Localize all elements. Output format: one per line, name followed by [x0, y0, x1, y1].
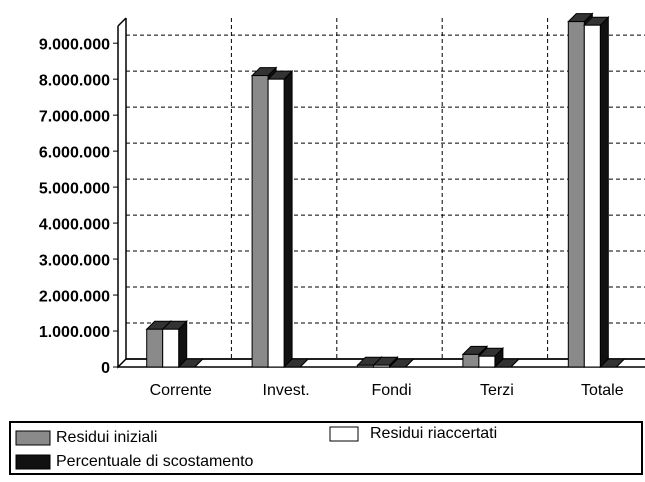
x-tick-label: Corrente	[150, 382, 212, 399]
y-tick-label: 6.000.000	[39, 144, 110, 161]
bar	[282, 358, 310, 368]
bar	[388, 358, 415, 368]
bar-face	[162, 328, 180, 368]
legend-swatch	[15, 454, 51, 470]
x-tick-label: Fondi	[371, 382, 411, 399]
bar	[583, 15, 610, 369]
bar	[266, 69, 294, 369]
legend-box	[9, 421, 643, 475]
x-tick-label: Invest.	[263, 382, 310, 399]
bar-face	[493, 358, 521, 368]
bar-face	[357, 364, 374, 368]
bar-face	[478, 355, 496, 368]
bar-face	[282, 358, 310, 368]
bar	[493, 358, 521, 368]
bar-face	[599, 358, 626, 368]
bar-face	[177, 358, 204, 368]
bar-face	[567, 21, 585, 368]
y-tick-label: 5.000.000	[39, 180, 110, 197]
x-tick-label: Terzi	[480, 382, 514, 399]
y-tick-label: 9.000.000	[39, 36, 110, 53]
y-tick-label: 4.000.000	[39, 216, 110, 233]
bar-face	[462, 353, 480, 368]
y-tick-label: 2.000.000	[39, 288, 110, 305]
bar	[161, 320, 188, 369]
y-tick-label: 3.000.000	[39, 252, 110, 269]
bar-face	[373, 364, 390, 368]
bar	[477, 346, 505, 369]
bar	[372, 355, 399, 369]
y-tick-label: 7.000.000	[39, 108, 110, 125]
bar	[599, 358, 626, 368]
legend-label: Residui riaccertati	[370, 425, 497, 442]
bar-face	[267, 78, 285, 368]
y-tick-label: 8.000.000	[39, 72, 110, 89]
x-tick-label: Totale	[581, 382, 624, 399]
legend-swatch	[15, 430, 51, 446]
legend-swatch	[329, 426, 359, 442]
bar-face	[283, 69, 293, 369]
bar-face	[599, 15, 609, 369]
bar	[177, 358, 204, 368]
bar-face	[146, 328, 164, 368]
legend-label: Residui iniziali	[56, 429, 157, 446]
bar-face	[583, 24, 601, 368]
y-tick-label: 1.000.000	[39, 324, 110, 341]
y-tick-label: 0	[101, 360, 110, 377]
bar-face	[251, 75, 269, 368]
legend-label: Percentuale di scostamento	[56, 453, 254, 470]
bar-face	[388, 358, 415, 368]
